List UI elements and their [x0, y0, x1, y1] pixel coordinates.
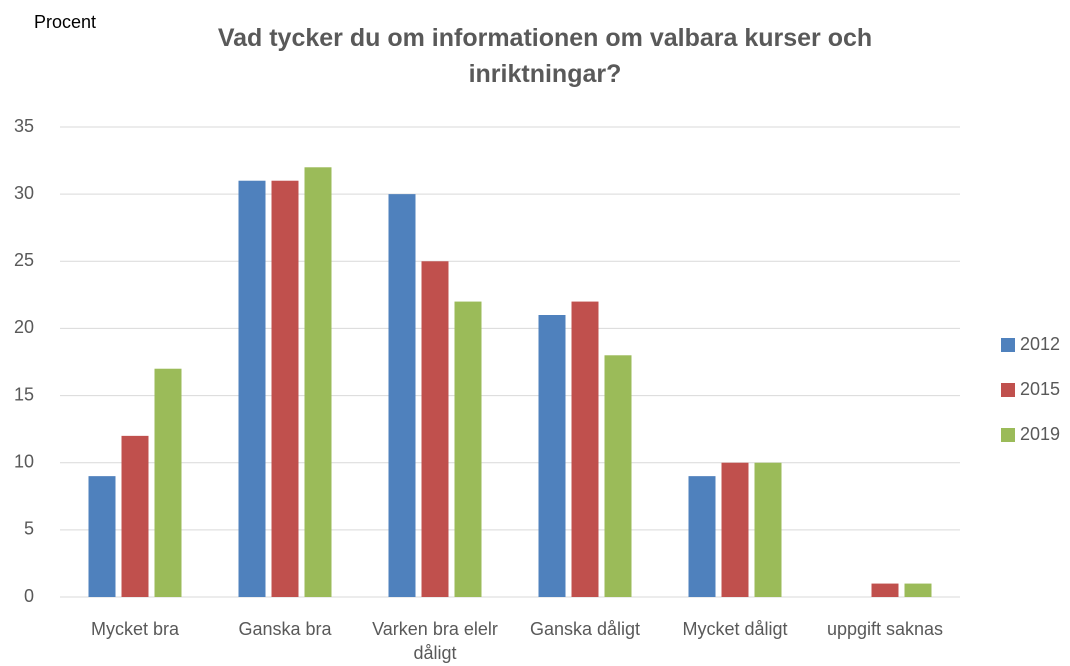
- bar: [871, 583, 899, 597]
- y-tick-label: 30: [14, 183, 34, 203]
- legend-label: 2015: [1020, 379, 1060, 399]
- bar: [154, 368, 182, 597]
- x-tick-label: Mycket bra: [90, 619, 180, 639]
- bar: [904, 583, 932, 597]
- x-tick-label: uppgift saknas: [826, 619, 944, 639]
- bar: [121, 435, 149, 597]
- x-tick-label: Mycket dåligt: [682, 619, 788, 639]
- legend-swatch: [1001, 338, 1015, 352]
- x-tick-label: Varken bra elelr dåligt: [372, 619, 498, 663]
- bar: [388, 194, 416, 597]
- y-tick-label: 15: [14, 384, 34, 404]
- chart-title: Vad tycker du om informationen om valbar…: [217, 24, 873, 88]
- bar: [421, 261, 449, 597]
- legend-label: 2019: [1020, 424, 1060, 444]
- bar: [538, 315, 566, 597]
- bar: [754, 462, 782, 597]
- bar: [454, 301, 482, 597]
- y-tick-label: 25: [14, 250, 34, 270]
- bar: [238, 180, 266, 597]
- y-tick-label: 0: [24, 586, 34, 606]
- bar: [604, 355, 632, 597]
- y-tick-label: 10: [14, 451, 34, 471]
- legend-swatch: [1001, 428, 1015, 442]
- x-tick-label: Ganska dåligt: [529, 619, 641, 639]
- y-axis-label: Procent: [34, 12, 97, 32]
- bar: [688, 476, 716, 597]
- bar: [721, 462, 749, 597]
- legend-swatch: [1001, 383, 1015, 397]
- bar: [88, 476, 116, 597]
- bar: [271, 180, 299, 597]
- x-tick-label: Ganska bra: [238, 619, 332, 639]
- legend-label: 2012: [1020, 334, 1060, 354]
- y-tick-label: 5: [24, 519, 34, 539]
- bar: [304, 167, 332, 598]
- y-tick-label: 20: [14, 317, 34, 337]
- y-tick-label: 35: [14, 116, 34, 136]
- bar: [571, 301, 599, 597]
